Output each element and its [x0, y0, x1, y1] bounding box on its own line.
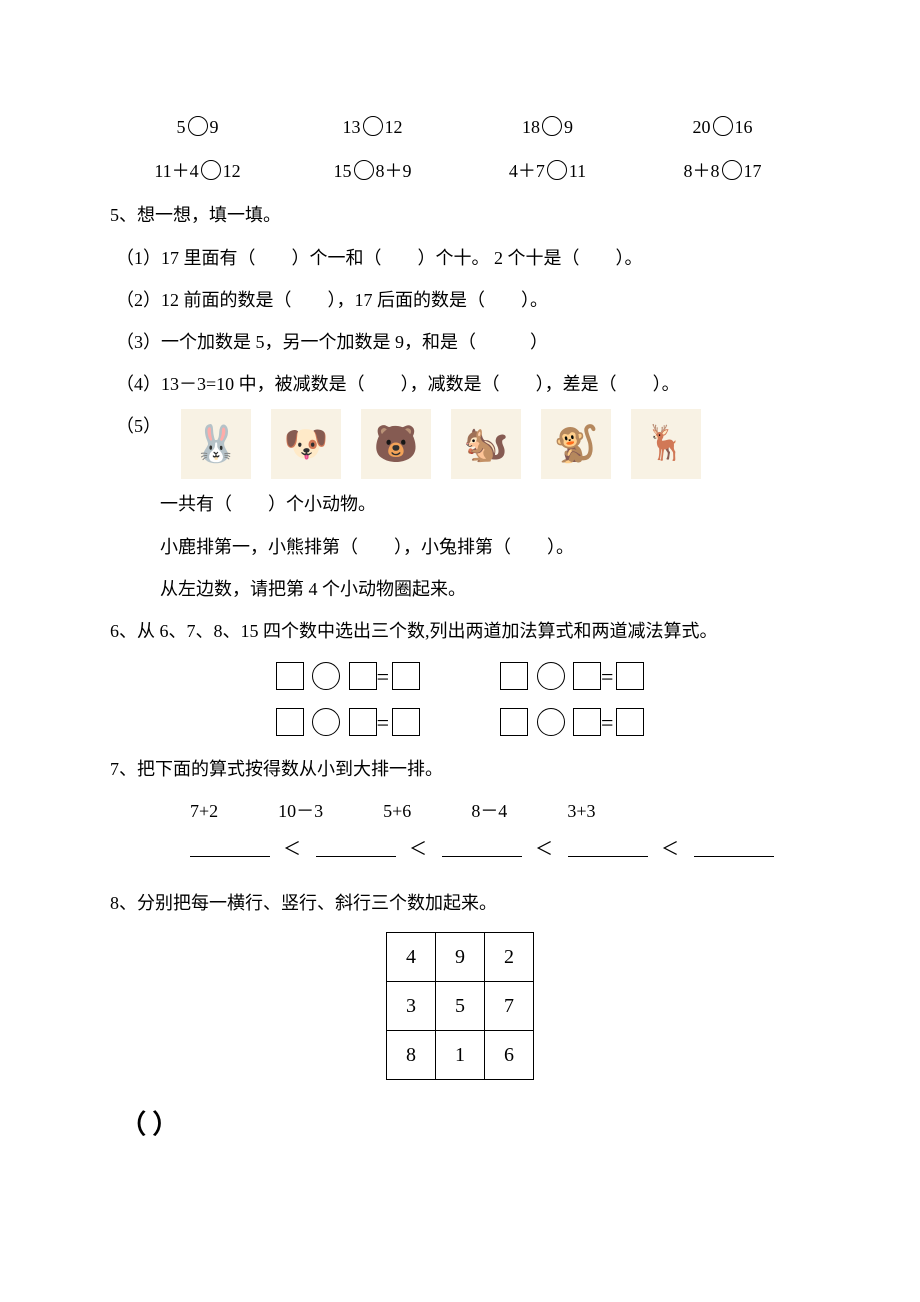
animal-monkey: 🐒 [541, 409, 611, 479]
answer-blank [568, 856, 648, 857]
magic-cell: 1 [436, 1031, 485, 1080]
magic-cell: 4 [387, 933, 436, 982]
blank-box [500, 708, 528, 736]
q5-animals-row: （5） 🐰 🐶 🐻 🐿️ 🐒 🦌 [116, 409, 810, 479]
animal-deer: 🦌 [631, 409, 701, 479]
blank-circle [188, 116, 208, 136]
blank-box [349, 662, 377, 690]
cmp-2: 1312 [285, 110, 460, 144]
q7-expr-2: 10－3 [278, 794, 323, 828]
answer-blank [190, 856, 270, 857]
blank-box [616, 662, 644, 690]
animal-rabbit: 🐰 [181, 409, 251, 479]
equation-template: = [500, 656, 644, 698]
cmp-4: 2016 [635, 110, 810, 144]
magic-cell: 5 [436, 982, 485, 1031]
animal-bear: 🐻 [361, 409, 431, 479]
blank-op-circle [312, 708, 340, 736]
blank-box [392, 708, 420, 736]
q5-5-line-2: 小鹿排第一，小熊排第（ ），小兔排第（ ）。 [110, 530, 810, 564]
cmp-5: 11＋412 [110, 154, 285, 188]
equation-template: = [276, 656, 420, 698]
blank-circle [542, 116, 562, 136]
q8-magic-square: 4 9 2 3 5 7 8 1 6 [386, 932, 534, 1080]
q5-item-2: （2）12 前面的数是（ ），17 后面的数是（ ）。 [110, 283, 810, 317]
magic-cell: 7 [485, 982, 534, 1031]
magic-cell: 9 [436, 933, 485, 982]
q6-eq-row-1: = = [110, 656, 810, 698]
equation-template: = [500, 702, 644, 744]
blank-circle [713, 116, 733, 136]
blank-circle [354, 160, 374, 180]
q5-item-4: （4）13－3=10 中，被减数是（ ），减数是（ ），差是（ ）。 [110, 367, 810, 401]
q5-title: 5、想一想，填一填。 [110, 198, 810, 232]
magic-cell: 2 [485, 933, 534, 982]
q7-expr-1: 7+2 [190, 794, 218, 828]
blank-box [500, 662, 528, 690]
cmp-3: 189 [460, 110, 635, 144]
blank-op-circle [312, 662, 340, 690]
cmp-6: 158＋9 [285, 154, 460, 188]
blank-circle [363, 116, 383, 136]
compare-row-2: 11＋412 158＋9 4＋711 8＋817 [110, 154, 810, 188]
q7-expr-4: 8－4 [471, 794, 507, 828]
blank-box [573, 662, 601, 690]
magic-cell: 3 [387, 982, 436, 1031]
blank-box [349, 708, 377, 736]
blank-box [616, 708, 644, 736]
q7-expr-3: 5+6 [383, 794, 411, 828]
q5-5-line-3: 从左边数，请把第 4 个小动物圈起来。 [110, 572, 810, 606]
blank-op-circle [537, 708, 565, 736]
bottom-paren: （ ） [120, 1100, 810, 1149]
animal-dog: 🐶 [271, 409, 341, 479]
magic-cell: 6 [485, 1031, 534, 1080]
blank-op-circle [537, 662, 565, 690]
blank-box [573, 708, 601, 736]
cmp-7: 4＋711 [460, 154, 635, 188]
q6-eq-row-2: = = [110, 702, 810, 744]
answer-blank [316, 856, 396, 857]
animal-squirrel: 🐿️ [451, 409, 521, 479]
cmp-8: 8＋817 [635, 154, 810, 188]
blank-box [276, 708, 304, 736]
blank-box [276, 662, 304, 690]
q5-5-line-1: 一共有（ ）个小动物。 [110, 487, 810, 521]
q8-title: 8、分别把每一横行、竖行、斜行三个数加起来。 [110, 886, 810, 920]
equation-template: = [276, 702, 420, 744]
cmp-1: 59 [110, 110, 285, 144]
answer-blank [694, 856, 774, 857]
q7-title: 7、把下面的算式按得数从小到大排一排。 [110, 752, 810, 786]
answer-blank [442, 856, 522, 857]
blank-box [392, 662, 420, 690]
q5-five-label: （5） [116, 409, 161, 443]
q7-answer-row: ＜ ＜ ＜ ＜ [110, 832, 810, 866]
blank-circle [547, 160, 567, 180]
compare-row-1: 59 1312 189 2016 [110, 110, 810, 144]
q6-title: 6、从 6、7、8、15 四个数中选出三个数,列出两道加法算式和两道减法算式。 [110, 614, 810, 648]
blank-circle [722, 160, 742, 180]
q7-expr-5: 3+3 [567, 794, 595, 828]
magic-cell: 8 [387, 1031, 436, 1080]
blank-circle [201, 160, 221, 180]
q5-item-3: （3）一个加数是 5，另一个加数是 9，和是（ ） [110, 325, 810, 359]
q5-item-1: （1）17 里面有（ ）个一和（ ）个十。 2 个十是（ ）。 [110, 241, 810, 275]
q7-expr-row: 7+2 10－3 5+6 8－4 3+3 [110, 794, 810, 828]
